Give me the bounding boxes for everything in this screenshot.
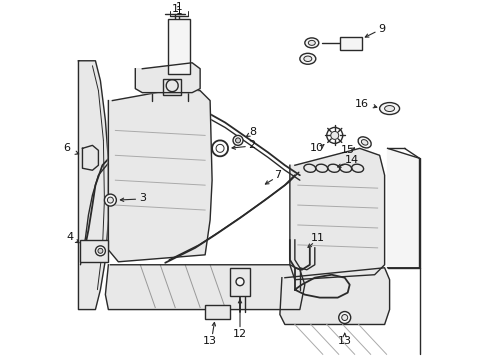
Text: 11: 11 bbox=[310, 233, 324, 243]
Text: 2: 2 bbox=[248, 140, 255, 150]
Text: 1: 1 bbox=[176, 2, 182, 12]
Text: 5: 5 bbox=[163, 68, 169, 78]
Ellipse shape bbox=[330, 131, 338, 139]
Polygon shape bbox=[108, 89, 212, 262]
Ellipse shape bbox=[299, 53, 315, 64]
Ellipse shape bbox=[384, 105, 394, 112]
Text: 13: 13 bbox=[203, 336, 217, 346]
Ellipse shape bbox=[341, 315, 347, 320]
Bar bbox=[229, 268, 249, 296]
Ellipse shape bbox=[304, 38, 318, 48]
Text: 15: 15 bbox=[340, 145, 354, 155]
Ellipse shape bbox=[236, 278, 244, 286]
Ellipse shape bbox=[233, 135, 243, 145]
Polygon shape bbox=[82, 145, 98, 170]
Text: 10: 10 bbox=[309, 143, 323, 153]
Bar bbox=[163, 79, 181, 95]
Ellipse shape bbox=[308, 40, 315, 45]
Ellipse shape bbox=[357, 137, 370, 148]
Text: 4: 4 bbox=[67, 232, 74, 242]
Text: 14: 14 bbox=[344, 155, 358, 165]
Polygon shape bbox=[279, 268, 389, 324]
Ellipse shape bbox=[98, 248, 102, 253]
Ellipse shape bbox=[338, 311, 350, 324]
Ellipse shape bbox=[107, 197, 113, 203]
Bar bbox=[204, 305, 229, 319]
Text: 16: 16 bbox=[354, 99, 368, 109]
Ellipse shape bbox=[379, 103, 399, 114]
Text: 9: 9 bbox=[377, 24, 385, 34]
Text: 7: 7 bbox=[274, 170, 281, 180]
Text: 3: 3 bbox=[139, 193, 145, 203]
Text: 13: 13 bbox=[337, 336, 351, 346]
Text: 1: 1 bbox=[176, 6, 182, 16]
Polygon shape bbox=[78, 61, 108, 310]
Text: 8: 8 bbox=[249, 127, 256, 138]
Polygon shape bbox=[387, 148, 419, 268]
Ellipse shape bbox=[104, 194, 116, 206]
Bar bbox=[81, 240, 108, 262]
Ellipse shape bbox=[235, 138, 240, 143]
Ellipse shape bbox=[361, 140, 367, 145]
Ellipse shape bbox=[303, 56, 311, 62]
Polygon shape bbox=[105, 265, 304, 310]
Bar bbox=[339, 37, 361, 50]
Polygon shape bbox=[289, 148, 384, 280]
Bar bbox=[168, 19, 190, 74]
Text: 1: 1 bbox=[171, 4, 178, 14]
Ellipse shape bbox=[95, 246, 105, 256]
Text: 6: 6 bbox=[63, 143, 70, 153]
Polygon shape bbox=[135, 63, 200, 93]
Text: 12: 12 bbox=[232, 329, 246, 339]
